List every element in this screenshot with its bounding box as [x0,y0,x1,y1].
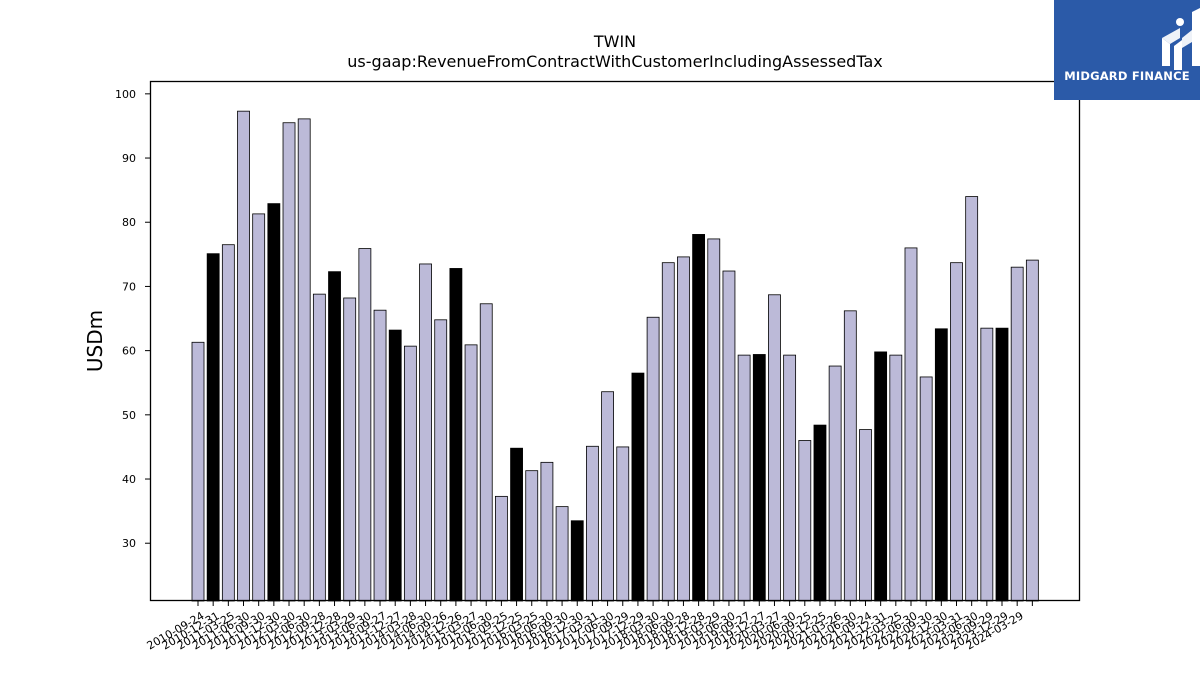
bar-2023-06-30 [965,196,979,602]
y-tick-label: 100 [115,88,136,101]
bar-2019-09-27 [737,354,751,602]
bar-2021-12-31 [874,351,888,602]
bar-2019-12-27 [752,354,766,602]
bar-2021-03-26 [828,365,842,602]
bar-undefined [1025,259,1039,602]
bar-2016-06-30 [540,461,554,602]
bar-2011-12-30 [267,203,281,602]
bar-2011-06-30 [237,110,250,602]
chart-title: TWIN [593,32,637,51]
bar-2015-03-27 [464,344,478,602]
bar-2017-12-29 [631,372,645,602]
bar-2010-12-31 [206,253,220,602]
bar-2023-03-31 [950,262,963,602]
bar-2022-09-30 [919,376,933,602]
bar-2015-06-30 [479,303,493,602]
y-tick-label: 70 [122,280,136,293]
y-tick-label: 60 [122,345,136,358]
bar-2011-03-25 [221,244,235,602]
y-tick-label: 50 [122,409,136,422]
y-axis: 30 40 50 60 70 80 90 100 [115,88,150,550]
bar-2014-06-30 [419,263,432,602]
y-tick-label: 90 [122,152,136,165]
x-axis: 2010-09-242010-12-312011-03-252011-06-30… [145,601,1033,652]
bar-2013-06-30 [358,248,372,602]
bar-2016-03-25 [525,470,539,602]
bar-2018-03-30 [646,316,660,602]
bar-2017-09-29 [616,446,630,602]
y-axis-label: USDm [83,310,107,372]
bar-2016-09-30 [555,506,569,602]
bar-2014-03-28 [403,345,417,602]
midgard-logo-icon [1162,8,1200,70]
bar-2019-03-29 [707,238,721,602]
y-tick-label: 40 [122,473,136,486]
bar-2020-06-30 [783,354,797,602]
bar-2019-06-30 [722,270,736,602]
y-tick-label: 30 [122,537,136,550]
bar-2014-09-26 [434,319,448,602]
bar-2010-09-24 [191,341,205,602]
bar-2022-06-30 [904,247,918,602]
bar-2023-12-29 [995,327,1009,602]
bar-2022-03-25 [889,354,903,602]
bar-2012-03-30 [282,122,296,602]
bar-2020-12-25 [813,424,827,602]
bar-2012-09-28 [312,293,326,602]
plot-frame [149,80,1081,602]
bar-2017-03-31 [586,445,599,602]
bar-2018-12-28 [692,234,706,602]
chart-subtitle: us-gaap:RevenueFromContractWithCustomerI… [347,52,883,71]
bar-2018-09-28 [677,256,690,602]
bar-2021-09-24 [859,429,872,602]
bar-2013-12-27 [388,329,402,602]
bar-2023-09-29 [980,327,994,602]
brand-logo: MIDGARD FINANCE [1054,0,1200,100]
bar-2013-03-29 [343,297,357,602]
y-tick-label: 80 [122,216,136,229]
bar-2015-09-25 [494,495,508,602]
bar-2017-06-30 [601,391,614,602]
bar-2013-09-27 [373,309,387,602]
bar-2024-03-29 [1010,266,1024,602]
logo-text: MIDGARD FINANCE [1064,69,1190,83]
bar-2012-12-28 [328,271,341,602]
bar-2014-12-26 [449,268,463,602]
bar-2016-12-30 [570,520,584,602]
bar-2020-09-25 [798,440,812,602]
bar-2015-12-25 [510,447,523,602]
bar-2020-03-27 [768,294,781,602]
bar-2011-09-30 [252,213,266,602]
bar-2022-12-30 [934,328,948,602]
bar-2018-06-30 [661,262,675,602]
bar-2021-06-30 [843,310,857,602]
bars-group [191,110,1039,602]
bar-2012-06-30 [297,118,311,602]
